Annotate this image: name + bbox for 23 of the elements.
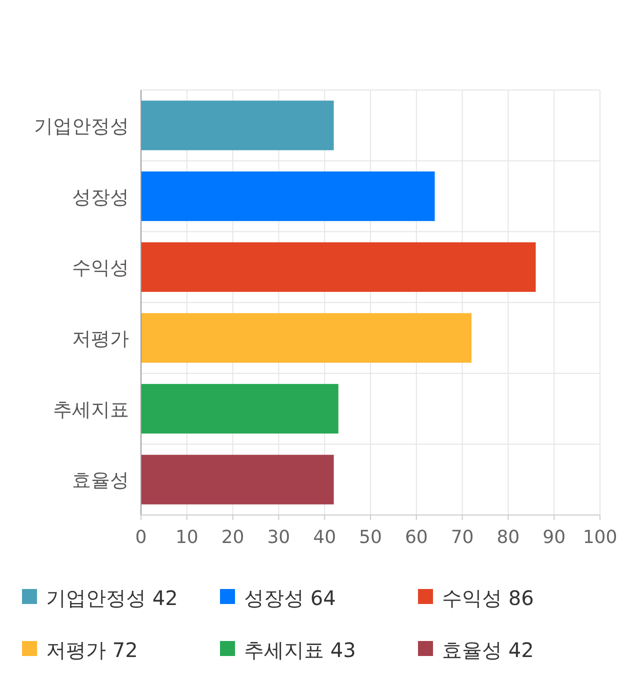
x-tick-label: 90 — [542, 527, 566, 548]
x-tick-label: 30 — [267, 527, 290, 548]
x-tick-label: 50 — [359, 527, 382, 548]
x-tick-label: 80 — [496, 527, 520, 548]
legend-label: 효율성 42 — [442, 638, 534, 662]
y-tick-label: 효율성 — [72, 470, 129, 492]
x-tick-label: 10 — [175, 527, 198, 548]
x-tick-label: 100 — [582, 527, 618, 548]
legend-label: 저평가 72 — [46, 638, 138, 662]
y-tick-label: 기업안정성 — [34, 115, 129, 138]
legend-label: 성장성 64 — [244, 586, 336, 610]
y-tick-label: 성장성 — [72, 186, 129, 208]
legend-label: 기업안정성 42 — [46, 586, 178, 610]
legend-label: 추세지표 43 — [244, 638, 356, 662]
x-tick-label: 60 — [404, 527, 428, 548]
y-tick-label: 수익성 — [72, 257, 129, 280]
x-tick-label: 20 — [221, 527, 244, 548]
x-tick-label: 0 — [135, 527, 147, 548]
legend-label: 수익성 86 — [442, 586, 534, 610]
y-tick-label: 추세지표 — [53, 398, 129, 421]
x-tick-label: 40 — [313, 527, 336, 548]
x-tick-label: 70 — [450, 527, 474, 548]
y-tick-label: 저평가 — [72, 328, 129, 350]
